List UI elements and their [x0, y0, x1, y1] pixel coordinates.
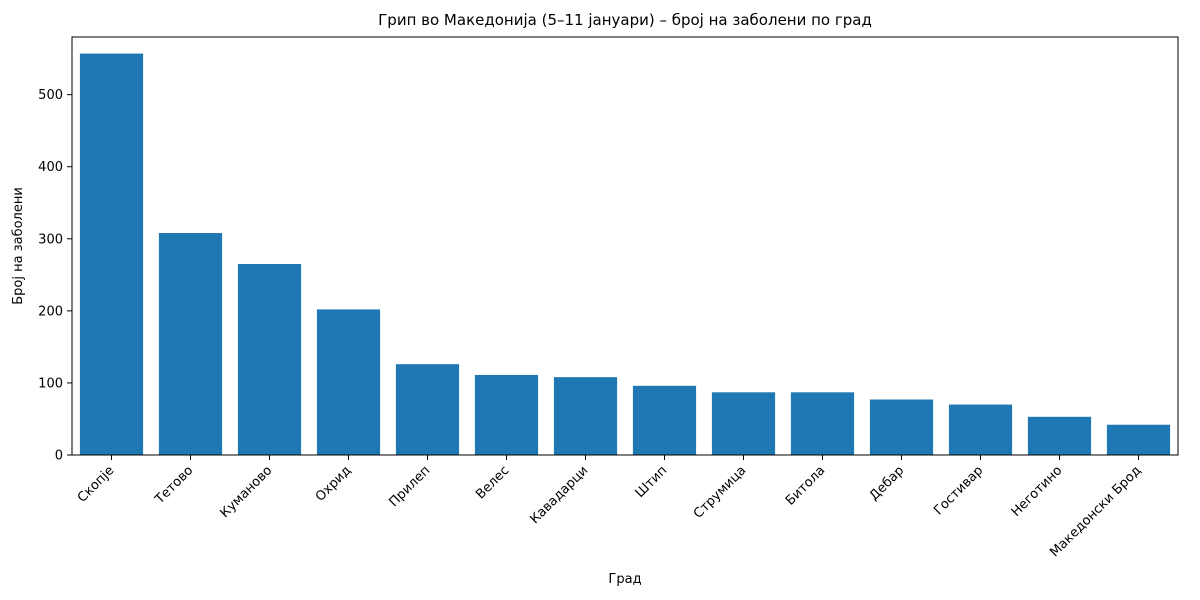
x-axis-label: Град — [608, 572, 641, 587]
bar-11 — [869, 399, 934, 455]
bar-2 — [158, 233, 223, 455]
x-tick-label-5: Прилеп — [386, 463, 433, 510]
x-tick-label-6: Велес — [473, 463, 512, 502]
x-tick-label-12: Гостивар — [931, 463, 986, 518]
x-tick-label-9: Струмица — [691, 463, 749, 521]
bar-6 — [474, 375, 539, 455]
x-tick-label-11: Дебар — [867, 463, 908, 504]
plot-spines — [71, 36, 1179, 456]
bar-12 — [948, 404, 1013, 455]
bar-14 — [1106, 424, 1171, 455]
x-tick-label-2: Тетово — [152, 463, 197, 508]
plot-area: 0 100 200 300 400 500 Скопје Тетово Куманово Охри… — [38, 36, 1179, 560]
bar-1 — [79, 53, 144, 455]
bar-13 — [1027, 416, 1092, 455]
y-axis-label: Број на заболени — [11, 187, 26, 305]
x-tick-label-3: Куманово — [218, 463, 276, 521]
y-tick-label: 0 — [55, 449, 63, 464]
y-tick-label: 500 — [38, 88, 63, 103]
x-tick-label-14: Македонски Брод — [1047, 463, 1144, 560]
x-tick-label-4: Охрид — [313, 463, 354, 504]
bar-5 — [395, 364, 460, 455]
y-tick-label: 400 — [38, 160, 63, 175]
x-tick-label-7: Кавадарци — [527, 463, 591, 527]
x-tick-label-1: Скопје — [75, 463, 117, 505]
y-tick-label: 200 — [38, 304, 63, 319]
bar-4 — [316, 309, 381, 455]
bar-8 — [632, 385, 697, 455]
y-tick-label: 100 — [38, 376, 63, 391]
bar-10 — [790, 392, 855, 455]
chart-title: Грип во Македонија (5–11 јануари) – број… — [378, 11, 872, 29]
bar-9 — [711, 392, 776, 455]
x-tick-label-8: Штип — [633, 463, 671, 501]
bar-3 — [237, 264, 302, 455]
x-tick-label-10: Битола — [783, 463, 828, 508]
y-tick-label: 300 — [38, 232, 63, 247]
bar-7 — [553, 377, 618, 455]
x-tick-label-13: Неготино — [1009, 463, 1066, 520]
